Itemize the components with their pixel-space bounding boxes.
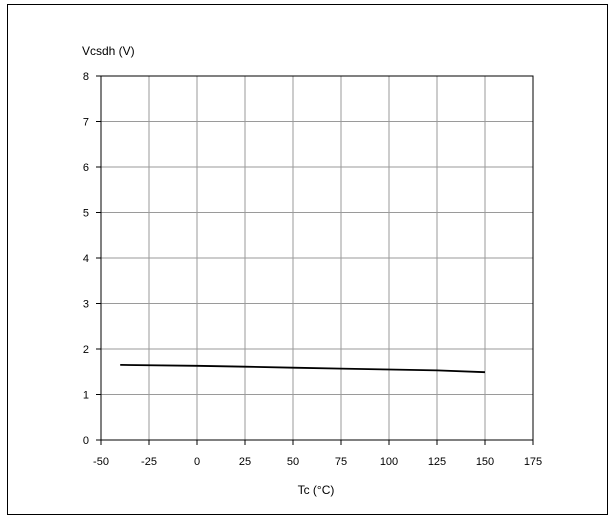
x-tick-label: 25	[239, 456, 251, 468]
y-tick-label: 6	[83, 162, 89, 174]
x-tick-label: 0	[194, 456, 200, 468]
chart-frame	[7, 4, 608, 515]
x-tick-label: 175	[524, 456, 542, 468]
x-ticks: -50 -25 0 25 50 75 100 125 150 175	[93, 440, 542, 468]
y-tick-label: 4	[83, 253, 89, 265]
y-axis-title: Vcsdh (V)	[82, 44, 135, 58]
grid	[101, 76, 533, 440]
x-tick-label: -50	[93, 456, 109, 468]
series-group	[120, 364, 486, 374]
y-ticks: 0 1 2 3 4 5 6 7 8	[83, 71, 101, 447]
x-tick-label: 150	[476, 456, 494, 468]
y-tick-label: 3	[83, 299, 89, 311]
x-axis-title: Tc (°C)	[298, 483, 335, 497]
x-tick-label: 50	[287, 456, 299, 468]
y-tick-label: 5	[83, 208, 89, 220]
y-tick-label: 7	[83, 117, 89, 129]
y-tick-label: 8	[83, 71, 89, 83]
series-line-0	[120, 364, 486, 374]
x-tick-label: 100	[380, 456, 398, 468]
y-tick-label: 0	[83, 435, 89, 447]
x-tick-label: 75	[335, 456, 347, 468]
x-tick-label: -25	[141, 456, 157, 468]
y-tick-label: 2	[83, 344, 89, 356]
x-tick-label: 125	[428, 456, 446, 468]
y-tick-label: 1	[83, 390, 89, 402]
